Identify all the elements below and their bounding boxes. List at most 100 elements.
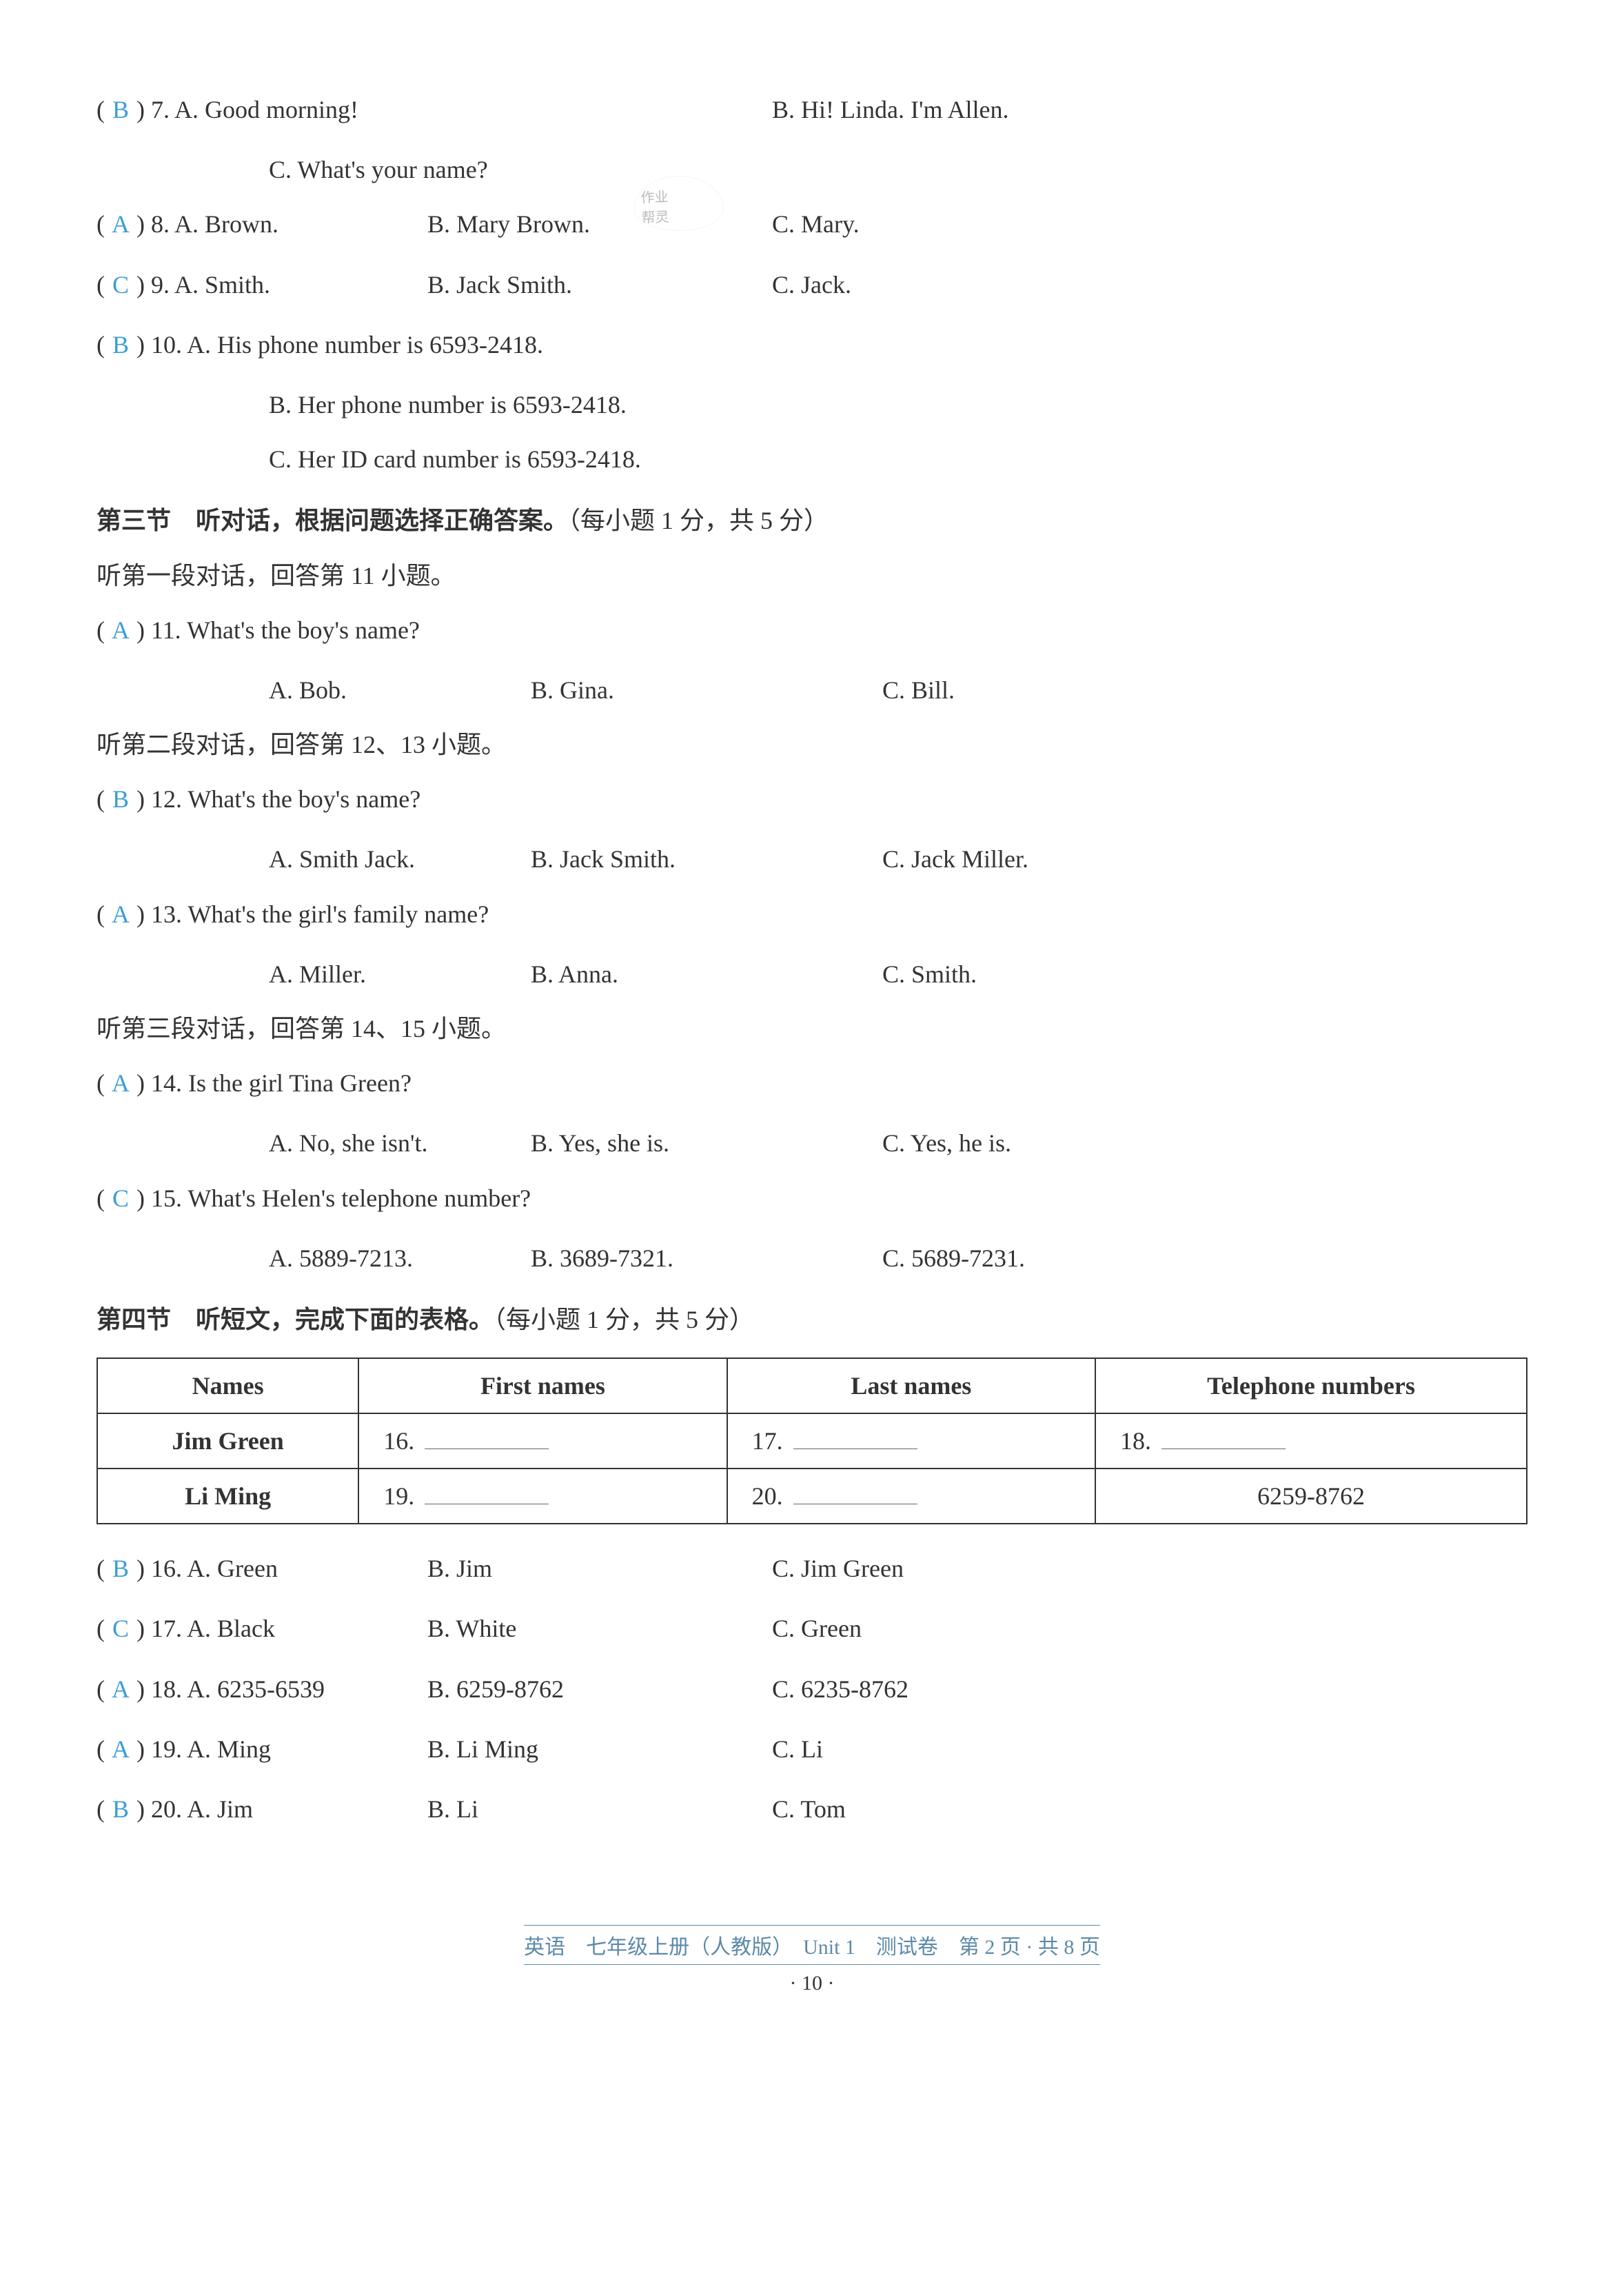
q10-option-a: A. His phone number is 6593-2418.: [187, 331, 543, 359]
q12-option-b: B. Jack Smith.: [531, 832, 882, 887]
table-row-1: Jim Green 16. 17. 18.: [97, 1413, 1527, 1469]
q20-option-c: C. Tom: [772, 1782, 846, 1837]
q13-num: 13.: [151, 900, 182, 928]
q16-option-b: B. Jim: [427, 1542, 772, 1596]
q9-num: 9.: [151, 271, 170, 299]
q16-option-c: C. Jim Green: [772, 1542, 904, 1596]
q12-options: A. Smith Jack. B. Jack Smith. C. Jack Mi…: [97, 832, 1527, 887]
q14-option-b: B. Yes, she is.: [531, 1116, 882, 1171]
q7-option-b: B. Hi! Linda. I'm Allen.: [772, 83, 1008, 137]
question-18: ( A ) 18. A. 6235-6539 B. 6259-8762 C. 6…: [97, 1662, 1527, 1717]
page-footer: 英语 七年级上册（人教版） Unit 1 测试卷 第 2 页 · 共 8 页: [524, 1925, 1100, 1965]
q8-option-c: C. Mary.: [772, 197, 860, 252]
q12-option-a: A. Smith Jack.: [269, 832, 531, 887]
q9-option-c: C. Jack.: [772, 258, 851, 312]
q13-options: A. Miller. B. Anna. C. Smith.: [97, 947, 1527, 1002]
section-3-dialog-3: 听第三段对话，回答第 14、15 小题。: [97, 1002, 1527, 1056]
q10-option-b: B. Her phone number is 6593-2418.: [269, 391, 627, 418]
page-number: · 10 ·: [97, 1972, 1527, 1995]
q15-answer: C: [111, 1171, 130, 1226]
section-3-header: 第三节 听对话，根据问题选择正确答案。（每小题 1 分，共 5 分）: [97, 494, 1527, 548]
q19-option-c: C. Li: [772, 1722, 823, 1777]
question-20: ( B ) 20. A. Jim B. Li C. Tom: [97, 1782, 1527, 1837]
q20-option-a: A. Jim: [187, 1795, 253, 1823]
q13-answer: A: [111, 887, 130, 942]
q8-answer: A: [111, 197, 130, 252]
table-header-names: Names: [97, 1358, 358, 1413]
q8-stem-a: ( A ) 8. A. Brown.: [97, 197, 427, 252]
table-r2-last: 20.: [727, 1469, 1095, 1524]
q7-option-c-row: C. What's your name?: [97, 143, 1527, 197]
q17-option-a: A. Black: [187, 1615, 275, 1642]
watermark-line1: 作业: [640, 190, 669, 205]
q8-option-a: A. Brown.: [174, 210, 278, 238]
q11-option-b: B. Gina.: [531, 663, 882, 718]
q7-option-c: C. What's your name?: [269, 156, 488, 183]
q17-option-b: B. White: [427, 1602, 772, 1656]
watermark-line2: 帮灵: [641, 210, 669, 225]
q17-stem-a: ( C ) 17. A. Black: [97, 1602, 427, 1656]
q13-option-c: C. Smith.: [882, 947, 977, 1002]
q7-num: 7.: [151, 96, 170, 123]
table-r1-first-num: 16.: [383, 1427, 414, 1455]
q18-stem-a: ( A ) 18. A. 6235-6539: [97, 1662, 427, 1717]
table-r1-name: Jim Green: [97, 1413, 358, 1469]
q17-answer: C: [111, 1602, 130, 1656]
q19-answer: A: [111, 1722, 130, 1777]
q7-option-a: A. Good morning!: [174, 96, 358, 123]
question-12: ( B ) 12. What's the boy's name?: [97, 772, 1527, 827]
q12-option-c: C. Jack Miller.: [882, 832, 1028, 887]
table-r1-last-num: 17.: [752, 1427, 783, 1455]
q12-num: 12.: [151, 785, 182, 813]
table-r2-first-num: 19.: [383, 1482, 414, 1510]
table-r2-name: Li Ming: [97, 1469, 358, 1524]
q18-option-a: A. 6235-6539: [187, 1675, 325, 1703]
q15-num: 15.: [151, 1184, 182, 1212]
section-3-dialog-1: 听第一段对话，回答第 11 小题。: [97, 549, 1527, 603]
q16-stem-a: ( B ) 16. A. Green: [97, 1542, 427, 1596]
q14-num: 14.: [151, 1069, 182, 1097]
table-r2-tel: 6259-8762: [1095, 1469, 1527, 1524]
q13-option-a: A. Miller.: [269, 947, 531, 1002]
q10-option-c: C. Her ID card number is 6593-2418.: [269, 445, 641, 473]
table-r2-first: 19.: [358, 1469, 727, 1524]
q19-option-a: A. Ming: [187, 1735, 271, 1763]
q11-option-a: A. Bob.: [269, 663, 531, 718]
table-r1-tel: 18.: [1095, 1413, 1527, 1469]
q8-num: 8.: [151, 210, 170, 238]
q12-answer: B: [111, 772, 130, 827]
q19-option-b: B. Li Ming: [427, 1722, 772, 1777]
q13-question: What's the girl's family name?: [187, 900, 489, 928]
table-row-2: Li Ming 19. 20. 6259-8762: [97, 1469, 1527, 1524]
q20-stem-a: ( B ) 20. A. Jim: [97, 1782, 427, 1837]
section-3-title: 第三节 听对话，根据问题选择正确答案。: [97, 507, 568, 534]
data-table: Names First names Last names Telephone n…: [97, 1358, 1527, 1524]
table-r1-tel-num: 18.: [1120, 1427, 1151, 1455]
q14-question: Is the girl Tina Green?: [188, 1069, 412, 1097]
q20-option-b: B. Li: [427, 1782, 772, 1837]
q18-option-b: B. 6259-8762: [427, 1662, 772, 1717]
q12-question: What's the boy's name?: [187, 785, 420, 813]
q15-option-a: A. 5889-7213.: [269, 1231, 531, 1286]
section-4-points: （每小题 1 分，共 5 分）: [494, 1306, 754, 1333]
q13-option-b: B. Anna.: [531, 947, 882, 1002]
q10-option-c-row: C. Her ID card number is 6593-2418.: [97, 432, 1527, 487]
q17-option-c: C. Green: [772, 1602, 862, 1656]
question-8: ( A ) 8. A. Brown. B. Mary Brown. C. Mar…: [97, 197, 1527, 252]
question-11: ( A ) 11. What's the boy's name?: [97, 603, 1527, 658]
q16-answer: B: [111, 1542, 130, 1596]
table-r1-last: 17.: [727, 1413, 1095, 1469]
table-header-first: First names: [358, 1358, 727, 1413]
q20-answer: B: [111, 1782, 130, 1837]
q19-num: 19.: [151, 1735, 182, 1763]
section-3-dialog-2: 听第二段对话，回答第 12、13 小题。: [97, 718, 1527, 772]
section-4-title: 第四节 听短文，完成下面的表格。: [97, 1306, 494, 1333]
q11-num: 11.: [151, 616, 181, 644]
q15-option-c: C. 5689-7231.: [882, 1231, 1025, 1286]
table-header-tel: Telephone numbers: [1095, 1358, 1527, 1413]
q15-question: What's Helen's telephone number?: [187, 1184, 531, 1212]
q11-answer: A: [111, 603, 130, 658]
q11-options: A. Bob. B. Gina. C. Bill.: [97, 663, 1527, 718]
q11-question: What's the boy's name?: [187, 616, 420, 644]
q18-option-c: C. 6235-8762: [772, 1662, 909, 1717]
